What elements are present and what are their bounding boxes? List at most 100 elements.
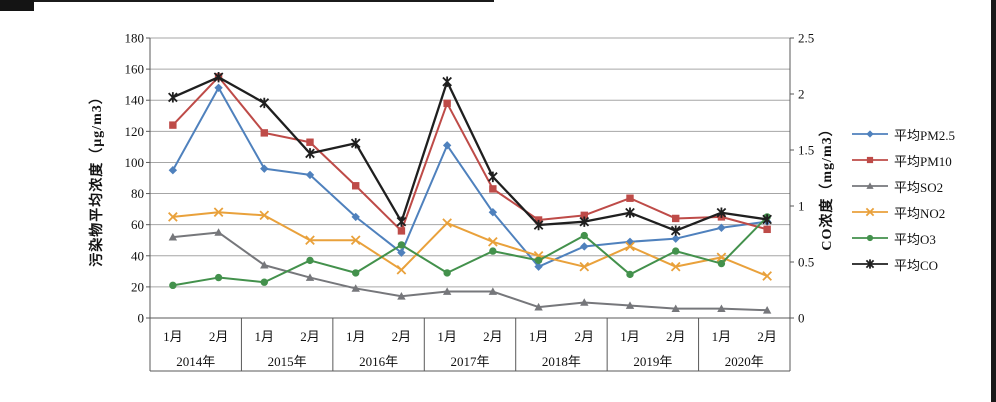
star-marker — [396, 216, 407, 227]
x-marker — [579, 261, 590, 272]
legend-label-co: 平均CO — [894, 257, 939, 273]
diamond-marker — [534, 262, 543, 271]
diamond-marker — [305, 170, 315, 180]
square-marker — [443, 99, 451, 108]
series-markers-pm25 — [168, 83, 772, 271]
month-tick-label: 2月 — [575, 329, 595, 344]
star-marker — [670, 225, 681, 236]
circle-marker — [214, 273, 223, 282]
diamond-marker — [671, 234, 680, 243]
circle-marker — [672, 247, 680, 255]
right-axis-tick-label: 1 — [798, 199, 805, 214]
right-axis-tick-label: 2.5 — [798, 31, 814, 46]
triangle-marker — [580, 298, 589, 306]
square-marker — [397, 227, 406, 235]
circle-marker — [260, 278, 268, 286]
circle-marker — [717, 259, 726, 268]
legend-item-so2: 平均SO2 — [851, 173, 955, 199]
x-marker — [442, 218, 452, 228]
triangle-marker — [717, 304, 726, 313]
screen-edge-artifact-corner — [0, 0, 34, 11]
square-marker — [260, 129, 268, 137]
screen-edge-artifact-right — [991, 0, 996, 402]
square-marker — [169, 121, 177, 129]
circle-marker — [866, 234, 874, 242]
triangle-marker — [351, 284, 360, 292]
series-line-pm10 — [172, 75, 768, 232]
circle-marker — [443, 269, 451, 277]
diamond-marker — [442, 141, 452, 150]
series-line-co — [172, 76, 768, 232]
circle-marker — [169, 281, 177, 290]
legend-swatch-o3 — [852, 234, 888, 242]
right-axis-tick-label: 1.5 — [798, 143, 814, 158]
star-marker — [213, 72, 224, 83]
legend-label-no2: 平均NO2 — [894, 205, 946, 221]
circle-marker — [489, 247, 497, 255]
left-axis-tick-label: 40 — [131, 248, 144, 263]
month-tick-label: 2月 — [392, 329, 412, 344]
triangle-marker — [260, 260, 269, 269]
triangle-marker — [866, 182, 874, 189]
chart-legend: 平均PM2.5 平均PM10 平均SO2 平均NO2 平均O3 平均CO — [851, 121, 955, 277]
star-marker — [259, 97, 270, 109]
circle-marker — [352, 269, 360, 277]
triangle-marker — [625, 301, 635, 309]
left-axis-tick-label: 160 — [125, 62, 145, 77]
month-tick-label: 1月 — [529, 329, 549, 344]
square-marker — [306, 138, 314, 146]
legend-item-o3: 平均O3 — [851, 225, 955, 251]
x-marker — [396, 264, 407, 275]
month-tick-label: 1月 — [712, 329, 732, 344]
left-axis-tick-label: 80 — [131, 186, 144, 201]
triangle-marker — [671, 304, 680, 313]
square-marker — [580, 211, 588, 220]
star-marker — [865, 259, 875, 269]
series-markers-co — [168, 72, 772, 236]
month-tick-label: 2月 — [757, 329, 777, 344]
x-marker — [305, 235, 315, 246]
star-marker — [625, 207, 635, 218]
star-marker — [350, 138, 361, 149]
left-axis-tick-label: 100 — [125, 155, 145, 170]
diamond-marker — [214, 83, 223, 92]
x-marker — [488, 236, 498, 247]
star-marker — [305, 148, 315, 159]
month-tick-label: 2月 — [209, 329, 229, 344]
square-marker — [866, 156, 874, 164]
triangle-marker — [442, 287, 452, 295]
triangle-marker — [305, 273, 315, 281]
series-markers-so2 — [168, 228, 772, 314]
left-axis-tick-label: 180 — [125, 31, 145, 46]
legend-swatch-pm10 — [852, 156, 888, 164]
star-marker — [488, 171, 498, 183]
left-axis-tick-label: 0 — [138, 311, 145, 326]
legend-swatch-co — [852, 259, 888, 269]
legend-label-so2: 平均SO2 — [894, 179, 944, 195]
series-line-o3 — [172, 216, 768, 287]
series-line-pm25 — [171, 86, 768, 268]
left-axis-tick-label: 140 — [125, 93, 145, 108]
circle-marker — [626, 270, 634, 279]
x-marker — [762, 271, 772, 281]
month-tick-label: 2月 — [300, 329, 320, 344]
diamond-marker — [351, 212, 360, 222]
month-tick-label: 1月 — [163, 329, 183, 344]
legend-item-pm10: 平均PM10 — [851, 147, 955, 173]
circle-marker — [534, 256, 543, 265]
triangle-marker — [214, 228, 223, 236]
diamond-marker — [717, 223, 726, 232]
square-marker — [672, 214, 680, 223]
left-axis-title: 污染物平均浓度（μg/m3） — [90, 89, 105, 267]
square-marker — [489, 185, 497, 193]
month-tick-label: 1月 — [437, 329, 457, 344]
year-tick-label: 2019年 — [633, 354, 672, 369]
left-axis-tick-label: 120 — [125, 124, 145, 139]
x-marker — [213, 207, 224, 218]
x-marker — [259, 210, 270, 221]
diamond-marker — [260, 164, 269, 173]
diamond-marker — [488, 208, 498, 217]
x-marker — [625, 241, 635, 252]
legend-label-o3: 平均O3 — [894, 231, 936, 247]
